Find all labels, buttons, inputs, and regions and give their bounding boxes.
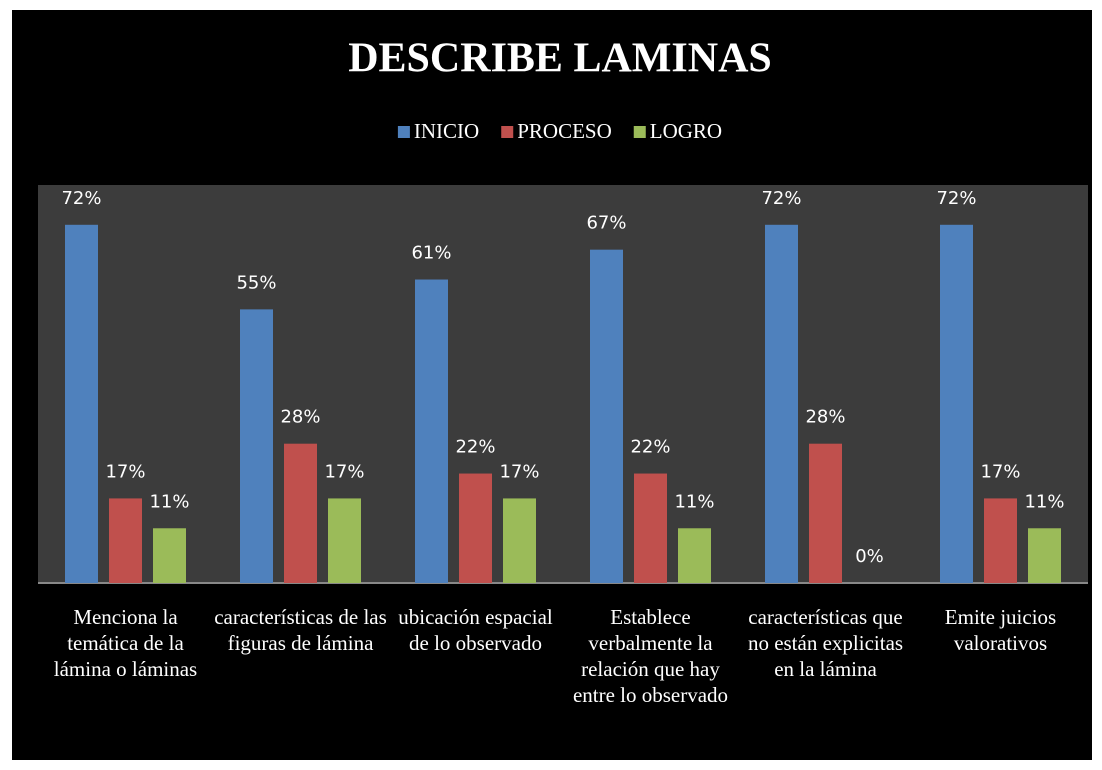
value-label: 11% — [1024, 491, 1064, 512]
bar — [940, 224, 973, 584]
bar — [284, 443, 317, 583]
x-tick-label: características de las figuras de lámina — [214, 605, 387, 655]
x-tick-label: Menciona la temática de la lámina o lámi… — [53, 605, 198, 681]
x-tick-label: características que no están explicitas … — [747, 605, 904, 681]
value-label: 72% — [936, 188, 976, 209]
value-label: 61% — [411, 243, 451, 264]
bar — [503, 498, 536, 583]
value-label: 72% — [61, 188, 101, 209]
legend-label: INICIO — [414, 119, 479, 143]
bar — [678, 528, 711, 583]
bar — [809, 443, 842, 583]
value-label: 11% — [674, 491, 714, 512]
value-label: 22% — [630, 437, 670, 458]
legend-label: PROCESO — [517, 119, 612, 143]
value-label: 22% — [455, 437, 495, 458]
bar — [590, 249, 623, 584]
bar — [415, 279, 448, 583]
value-label: 55% — [236, 272, 276, 293]
bar — [65, 224, 98, 584]
value-label: 11% — [149, 491, 189, 512]
bar — [984, 498, 1017, 583]
bar — [109, 498, 142, 583]
value-label: 28% — [805, 407, 845, 428]
value-label: 67% — [586, 213, 626, 234]
legend-label: LOGRO — [650, 119, 722, 143]
x-tick-label: ubicación espacial de lo observado — [398, 605, 553, 655]
legend-swatch — [501, 126, 514, 138]
chart-title: DESCRIBE LAMINAS — [348, 36, 772, 82]
bar — [765, 224, 798, 584]
value-label: 17% — [980, 461, 1020, 482]
value-label: 17% — [324, 461, 364, 482]
bar — [634, 473, 667, 583]
bar — [240, 309, 273, 583]
bar — [1028, 528, 1061, 583]
value-label: 17% — [499, 461, 539, 482]
plot-area — [38, 185, 1088, 583]
legend-swatch — [633, 126, 646, 138]
x-tick-label: Emite juicios valorativos — [944, 605, 1057, 655]
bar — [459, 473, 492, 583]
value-label: 17% — [105, 461, 145, 482]
value-label: 28% — [280, 407, 320, 428]
legend-swatch — [397, 126, 410, 138]
value-label: 0% — [855, 546, 884, 567]
x-tick-label: Establece verbalmente la relación que ha… — [572, 605, 729, 707]
bar — [328, 498, 361, 583]
value-label: 72% — [761, 188, 801, 209]
bar — [153, 528, 186, 583]
